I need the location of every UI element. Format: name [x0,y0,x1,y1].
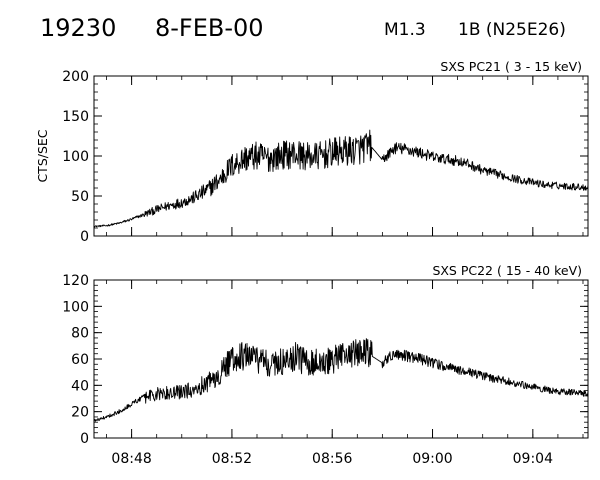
y-tick-label: 60 [71,352,89,368]
chart-panel-2: SXS PC22 ( 15 - 40 keV) 0 20 40 60 80 100 120 08… [62,263,589,467]
chart-title: SXS PC21 ( 3 - 15 keV) [440,59,582,74]
y-tick-label: 80 [71,326,89,342]
x-tick-label: 08:56 [312,451,352,467]
event-date: 8-FEB-00 [155,14,264,42]
series-line [93,338,589,423]
y-tick-label: 100 [62,149,89,165]
optical-class: 1B (N25E26) [458,20,566,40]
y-tick-label: 150 [62,109,89,125]
y-tick-label: 120 [62,273,89,289]
goes-class: M1.3 [384,20,426,40]
event-id: 19230 [40,14,117,42]
chart-title: SXS PC22 ( 15 - 40 keV) [432,263,582,278]
y-tick-label: 0 [80,431,89,447]
y-tick-label: 100 [62,299,89,315]
y-tick-label: 200 [62,69,89,85]
y-tick-label: 50 [71,189,89,205]
series-line [94,129,589,228]
y-axis-label: CTS/SEC [35,129,50,182]
x-tick-label: 09:04 [513,451,553,467]
chart-panel-1: SXS PC21 ( 3 - 15 keV) CTS/SEC 0 50 100 150 20… [35,59,589,245]
y-tick-label: 0 [80,229,89,245]
x-tick-label: 08:48 [111,451,151,467]
y-tick-label: 40 [71,378,89,394]
y-tick-label: 20 [71,405,89,421]
x-tick-label: 09:00 [412,451,452,467]
x-tick-label: 08:52 [212,451,252,467]
